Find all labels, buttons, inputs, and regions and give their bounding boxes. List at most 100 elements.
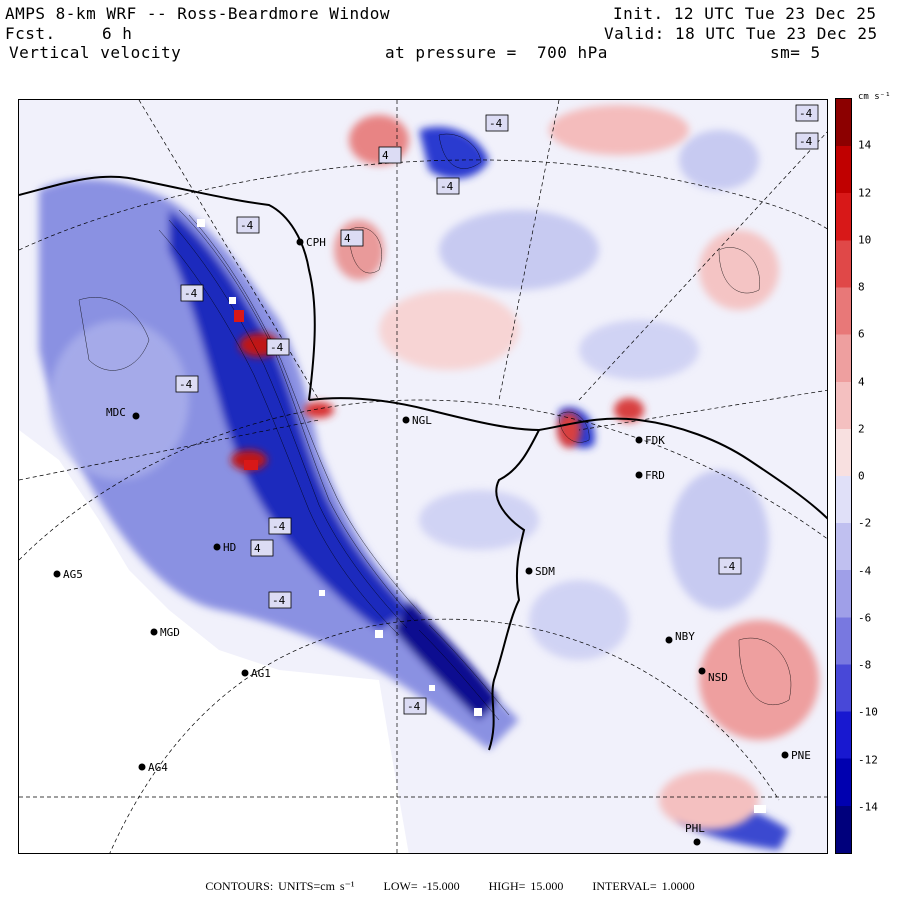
svg-text:-4: -4 bbox=[799, 135, 813, 148]
contour-low: LOW= -15.000 bbox=[383, 879, 460, 893]
graticule bbox=[19, 100, 827, 853]
colorbar-tick-label: -10 bbox=[858, 705, 878, 719]
station-ag1: AG1 bbox=[241, 667, 271, 680]
station-mgd: MGD bbox=[150, 626, 180, 639]
station-marker bbox=[665, 636, 673, 644]
light-negative-patches bbox=[49, 130, 769, 660]
forecast-hour: 6 h bbox=[102, 24, 133, 43]
station-ag5: AG5 bbox=[53, 568, 83, 581]
svg-text:4: 4 bbox=[344, 232, 351, 245]
station-marker bbox=[241, 669, 249, 677]
init-time: Init. 12 UTC Tue 23 Dec 25 bbox=[613, 4, 877, 23]
station-label: NBY bbox=[675, 630, 695, 643]
station-marker bbox=[53, 570, 61, 578]
no-data-region bbox=[19, 430, 409, 853]
contour-value-label: -4 bbox=[403, 697, 427, 715]
colorbar-units: cm s⁻¹ bbox=[858, 92, 891, 102]
contours-units: CONTOURS: UNITS=cm s⁻¹ bbox=[205, 879, 355, 893]
coastline bbox=[19, 175, 827, 751]
station-phl: PHL bbox=[685, 822, 705, 846]
station-marker bbox=[402, 416, 410, 424]
contour-value-label: 4 bbox=[250, 539, 274, 557]
svg-text:-4: -4 bbox=[489, 117, 503, 130]
contour-value-label: -4 bbox=[180, 284, 204, 302]
contour-label-layer: -4 -4 4 -4 4 -4 -4 -4 -4 4 -4 -4 -4 -4 -4 bbox=[175, 104, 819, 715]
station-label: AG4 bbox=[148, 761, 168, 774]
contour-high: HIGH= 15.000 bbox=[488, 879, 564, 893]
colorbar-tick-label: 10 bbox=[858, 233, 872, 247]
contour-value-label: -4 bbox=[268, 591, 292, 609]
station-hd: HD bbox=[213, 541, 236, 554]
colorbar-tick-label: 4 bbox=[858, 375, 865, 388]
colorbar bbox=[835, 98, 852, 854]
colorbar-tick-label: 8 bbox=[858, 280, 865, 294]
station-sdm: SDM bbox=[525, 565, 555, 578]
station-label: AG1 bbox=[251, 667, 271, 680]
mountain-artifacts bbox=[197, 219, 766, 813]
colorbar-tick-label: -2 bbox=[858, 516, 872, 530]
station-ngl: NGL bbox=[402, 414, 432, 427]
contour-interval: INTERVAL= 1.0000 bbox=[592, 879, 695, 893]
station-marker bbox=[693, 838, 701, 846]
pressure-level: at pressure = 700 hPa bbox=[385, 43, 608, 62]
positive-velocity-patches bbox=[231, 105, 819, 830]
station-label: CPH bbox=[306, 236, 326, 249]
contour-info-footer: CONTOURS: UNITS=cm s⁻¹ LOW= -15.000 HIGH… bbox=[0, 879, 900, 894]
contour-value-label: -4 bbox=[718, 557, 742, 575]
colorbar-tick-label: -12 bbox=[858, 753, 878, 766]
colorbar-tick-label: 12 bbox=[858, 186, 872, 199]
station-label: NSD bbox=[708, 671, 728, 684]
svg-text:4: 4 bbox=[254, 542, 261, 555]
map-panel: -4 -4 4 -4 4 -4 -4 -4 -4 4 -4 -4 -4 -4 -4 CPH NGL MDC FDK… bbox=[18, 99, 828, 854]
station-label: NGL bbox=[412, 414, 432, 427]
colorbar-tick-label: -4 bbox=[858, 564, 872, 577]
station-marker bbox=[150, 628, 158, 636]
contour-lines bbox=[78, 133, 792, 721]
station-marker bbox=[781, 751, 789, 759]
svg-text:-4: -4 bbox=[722, 560, 736, 573]
station-pne: PNE bbox=[781, 749, 811, 762]
colorbar-tick-label: 6 bbox=[858, 327, 865, 341]
station-label: FRD bbox=[645, 469, 665, 482]
svg-text:-4: -4 bbox=[440, 180, 454, 193]
colorbar-tick-label: -14 bbox=[858, 800, 878, 814]
contour-value-label: -4 bbox=[266, 338, 290, 356]
forecast-label: Fcst. bbox=[5, 24, 56, 43]
station-marker bbox=[296, 238, 304, 246]
svg-text:-4: -4 bbox=[179, 378, 193, 391]
svg-text:-4: -4 bbox=[270, 341, 284, 354]
station-cph: CPH bbox=[296, 236, 326, 249]
colorbar-tick-label: -8 bbox=[858, 658, 872, 672]
station-label: MGD bbox=[160, 626, 180, 639]
contour-value-label: -4 bbox=[236, 216, 260, 234]
station-nsd: NSD bbox=[698, 667, 728, 684]
svg-text:-4: -4 bbox=[407, 700, 421, 713]
station-label: PHL bbox=[685, 822, 705, 835]
contour-value-label: -4 bbox=[268, 517, 292, 535]
station-marker bbox=[132, 412, 140, 420]
svg-text:-4: -4 bbox=[184, 287, 198, 300]
contour-value-label: 4 bbox=[340, 229, 364, 247]
station-label: SDM bbox=[535, 565, 555, 578]
svg-text:4: 4 bbox=[382, 149, 389, 162]
contour-value-label: -4 bbox=[436, 177, 460, 195]
station-marker bbox=[698, 667, 706, 675]
station-label: PNE bbox=[791, 749, 811, 762]
station-label: HD bbox=[223, 541, 236, 554]
vertical-velocity-map: -4 -4 4 -4 4 -4 -4 -4 -4 4 -4 -4 -4 -4 -4 CPH NGL MDC FDK… bbox=[19, 100, 827, 853]
svg-text:-4: -4 bbox=[272, 594, 286, 607]
contour-value-label: -4 bbox=[795, 104, 819, 122]
station-marker bbox=[635, 436, 643, 444]
station-marker bbox=[525, 567, 533, 575]
station-marker bbox=[138, 763, 146, 771]
station-layer: CPH NGL MDC FDK FRD AG5 MGD AG1 AG4 SDM NBY NSD PNE P… bbox=[53, 236, 811, 846]
station-marker bbox=[213, 543, 221, 551]
contour-value-label: -4 bbox=[485, 114, 509, 132]
station-label: AG5 bbox=[63, 568, 83, 581]
station-label: MDC bbox=[106, 406, 126, 419]
chart-title: AMPS 8-km WRF -- Ross-Beardmore Window bbox=[5, 4, 391, 23]
smoothing-label: sm= 5 bbox=[770, 43, 821, 62]
colorbar-tick-label: 2 bbox=[858, 422, 865, 436]
station-marker bbox=[635, 471, 643, 479]
station-mdc: MDC bbox=[106, 406, 140, 420]
